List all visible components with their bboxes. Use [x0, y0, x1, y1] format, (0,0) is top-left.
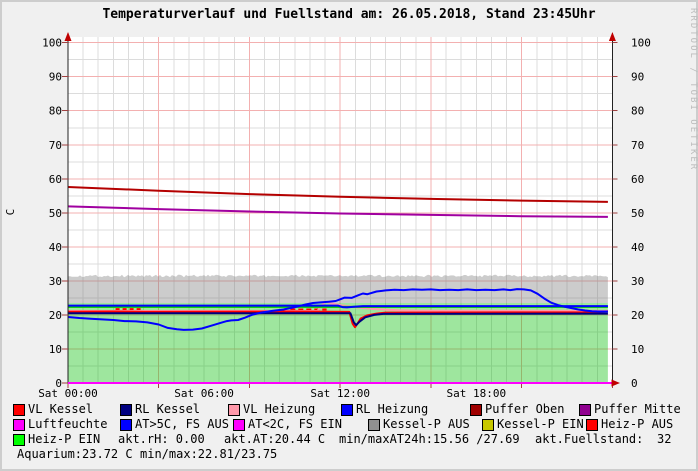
chart-canvas: 0 0 10 10 20 20 30 30 40 40 50 50 60 60 70 70 80 80 90 90 10…: [4, 8, 698, 400]
legend-stat-text: 32: [657, 432, 672, 446]
legend-stat-text: min/max:22.81/23.75: [140, 447, 278, 461]
series-rl-heizung: [68, 304, 608, 309]
legend-label: AT>5C, FS AUS: [135, 417, 229, 431]
y-tick-right: 60: [631, 173, 644, 186]
heiz-p-ein-area: [68, 303, 608, 383]
x-tick-label: Sat 00:00: [38, 387, 98, 400]
legend-swatch: [13, 419, 25, 431]
series-aussentemperatur: [67, 288, 608, 331]
kessel-p-aus-band: [68, 274, 608, 304]
y-tick-right: 90: [631, 71, 644, 84]
y-tick-right: 80: [631, 105, 644, 118]
y-tick-left: 90: [49, 71, 62, 84]
legend-label: Kessel-P EIN: [497, 417, 584, 431]
x-tick-label: Sat 18:00: [446, 387, 506, 400]
legend-label: Kessel-P AUS: [383, 417, 470, 431]
legend-label: RL Heizung: [356, 402, 429, 416]
graph-title: Temperaturverlauf und Fuellstand am: 26.…: [102, 7, 596, 22]
y-tick-left: 20: [49, 309, 62, 322]
legend-stat-text: akt.rH: 0.00: [118, 432, 205, 446]
legend-swatch: [482, 419, 494, 431]
legend-swatch: [341, 404, 353, 416]
legend-swatch: [228, 404, 240, 416]
left-axis-arrow: [64, 32, 72, 41]
right-axis-arrow: [608, 32, 616, 41]
x-tick-label: Sat 12:00: [310, 387, 370, 400]
legend-swatch: [470, 404, 482, 416]
series-puffer-oben: [67, 186, 608, 203]
legend-label: Heiz-P AUS: [601, 417, 674, 431]
series-puffer-mitte: [67, 205, 608, 218]
y-tick-right: 10: [631, 343, 644, 356]
watermark-text: RRDTOOL / TOBI OETIKER: [688, 8, 698, 171]
legend-stat-text: min/maxAT24h:15.56 /27.69: [339, 432, 520, 446]
legend-swatch: [368, 419, 380, 431]
x-tick-label: Sat 06:00: [174, 387, 234, 400]
legend-label: Puffer Mitte: [594, 402, 681, 416]
legend-label: VL Kessel: [28, 402, 94, 416]
y-tick-right: 100: [631, 37, 651, 50]
legend-label: Puffer Oben: [485, 402, 565, 416]
legend-label: Heiz-P EIN: [28, 432, 101, 446]
x-axis-arrow: [611, 379, 620, 387]
legend-swatch: [120, 404, 132, 416]
y-tick-left: 70: [49, 139, 62, 152]
legend-swatch: [586, 419, 598, 431]
y-tick-right: 50: [631, 207, 644, 220]
legend-swatch: [579, 404, 591, 416]
y-tick-left: 80: [49, 105, 62, 118]
legend-label: Luftfeuchte: [28, 417, 108, 431]
y-tick-left: 40: [49, 241, 62, 254]
y-tick-right: 40: [631, 241, 644, 254]
legend-stat-text: akt.Fuellstand:: [535, 432, 644, 446]
legend-stat-text: Aquarium:23.72 C: [17, 447, 133, 461]
legend-swatch: [120, 419, 132, 431]
legend-swatch: [13, 404, 25, 416]
legend-label: RL Kessel: [135, 402, 201, 416]
legend-swatch: [233, 419, 245, 431]
y-tick-left: 30: [49, 275, 62, 288]
legend-stat-text: akt.AT:20.44 C: [224, 432, 326, 446]
y-tick-left: 60: [49, 173, 62, 186]
y-tick-right: 30: [631, 275, 644, 288]
series-rl-kessel: [68, 312, 608, 327]
y-tick-left: 50: [49, 207, 62, 220]
series-vl-kessel: [67, 310, 608, 329]
legend-label: AT<2C, FS EIN: [248, 417, 342, 431]
y-tick-right: 20: [631, 309, 644, 322]
legend-swatch: [13, 434, 25, 446]
y-tick-left: 0: [55, 377, 62, 390]
y-tick-left: 10: [49, 343, 62, 356]
y-tick-right: 0: [631, 377, 638, 390]
y-axis-label: C: [4, 209, 17, 216]
legend-label: VL Heizung: [243, 402, 316, 416]
y-tick-left: 100: [42, 37, 62, 50]
y-tick-right: 70: [631, 139, 644, 152]
